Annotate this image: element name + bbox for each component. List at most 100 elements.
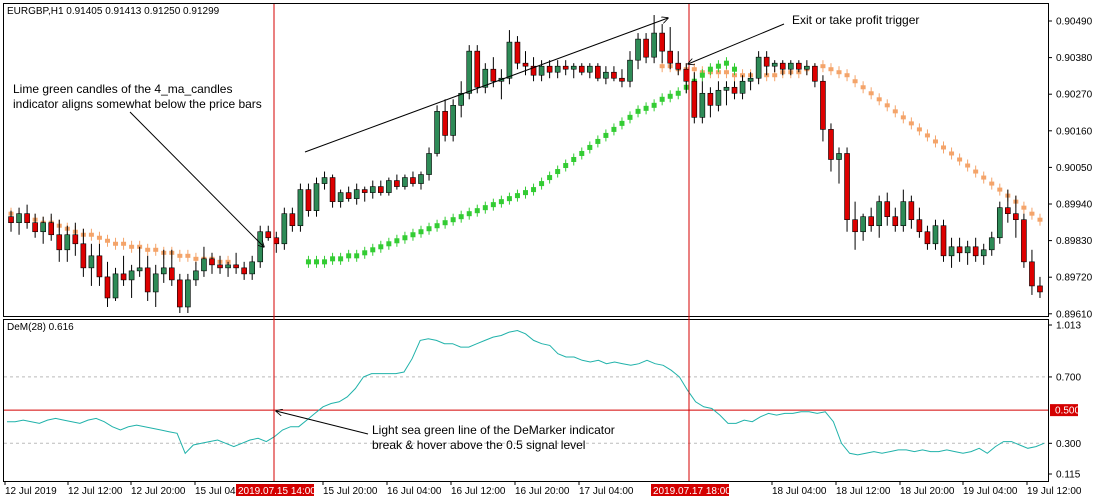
- price-panel[interactable]: [3, 3, 1049, 317]
- lime-ma-candle: [402, 235, 408, 241]
- candle-body: [538, 65, 545, 76]
- time-tick-label: 12 Jul 20:00: [131, 486, 186, 497]
- candle-body: [908, 201, 915, 220]
- candle-body: [32, 222, 38, 233]
- candle-body: [241, 267, 247, 275]
- orange-ma-candle: [900, 115, 906, 120]
- orange-ma-candle: [965, 163, 971, 168]
- candle-body: [587, 65, 593, 73]
- dem-annotation-arrow[interactable]: [276, 411, 369, 435]
- time-tick-label: 18 Jul 20:00: [900, 486, 955, 497]
- candle-body: [193, 270, 199, 281]
- lime-ma-candle: [426, 226, 432, 232]
- lime-ma-candle: [466, 211, 472, 217]
- candle-body: [329, 177, 336, 202]
- candle-body: [410, 177, 416, 184]
- lime-ma-candle: [732, 66, 738, 72]
- price-tick-label: 0.89830: [1056, 236, 1093, 247]
- dem-line: [7, 329, 1045, 456]
- candle-body: [136, 267, 143, 272]
- lime-ma-candle: [442, 220, 448, 226]
- exit-annotation-arrow[interactable]: [688, 23, 785, 64]
- orange-ma-candle: [121, 241, 127, 246]
- candle-body: [394, 180, 400, 187]
- lime-annotation-arrow[interactable]: [129, 111, 264, 247]
- candle-body: [651, 32, 657, 58]
- orange-ma-candle: [844, 73, 850, 78]
- candle-body: [434, 111, 440, 154]
- candle-body: [321, 177, 328, 184]
- lime-ma-candle: [410, 232, 416, 238]
- candle-body: [683, 68, 690, 82]
- lime-ma-candle: [330, 256, 336, 262]
- orange-ma-candle: [153, 247, 159, 252]
- price-tick-label: 0.90160: [1056, 126, 1093, 137]
- candle-body: [996, 207, 1003, 239]
- candle-body: [442, 111, 448, 136]
- lime-ma-candle: [707, 66, 713, 72]
- candle-body: [932, 225, 939, 245]
- candle-body: [820, 80, 826, 130]
- lime-ma-candle: [498, 199, 504, 205]
- candle-body: [8, 216, 14, 224]
- candle-body: [233, 264, 239, 269]
- candle-body: [152, 273, 159, 293]
- price-tick-label: 0.89720: [1056, 273, 1093, 284]
- candle-body: [64, 234, 71, 251]
- lime-ma-candle: [322, 259, 328, 265]
- lime-ma-candle: [603, 132, 609, 138]
- candle-body: [1037, 285, 1043, 293]
- orange-ma-candle: [828, 67, 834, 72]
- candle-body: [474, 50, 481, 88]
- lime-ma-candle: [667, 93, 673, 99]
- orange-ma-candle: [973, 169, 979, 174]
- lime-ma-candle: [611, 126, 617, 132]
- candle-body: [305, 189, 312, 211]
- lime-ma-candle: [659, 96, 665, 102]
- candle-body: [16, 213, 22, 224]
- lime-ma-candle: [587, 144, 593, 150]
- price-tick-label: 0.90050: [1056, 163, 1093, 174]
- time-tick-label: 17 Jul 04:00: [579, 486, 634, 497]
- indicator-panel[interactable]: [3, 319, 1049, 482]
- orange-ma-candle: [908, 121, 914, 126]
- orange-ma-candle: [1021, 205, 1027, 210]
- orange-ma-candle: [868, 91, 874, 96]
- candle-body: [956, 246, 963, 254]
- lime-ma-candle: [362, 250, 368, 256]
- candle-body: [554, 65, 561, 73]
- lime-ma-candle: [555, 169, 561, 175]
- trend-line[interactable]: [304, 18, 668, 153]
- candle-body: [852, 219, 858, 233]
- orange-ma-candle: [104, 238, 110, 243]
- lime-ma-candle: [547, 175, 553, 181]
- candle-body: [739, 80, 746, 94]
- orange-ma-candle: [185, 253, 191, 258]
- price-tick-label: 0.89610: [1056, 309, 1093, 320]
- lime-ma-candle: [715, 63, 721, 69]
- candle-body: [56, 234, 63, 251]
- candle-body: [1005, 207, 1011, 214]
- candle-body: [168, 267, 175, 281]
- orange-ma-candle: [860, 85, 866, 90]
- orange-ma-candle: [916, 127, 922, 132]
- orange-ma-candle: [852, 79, 858, 84]
- candle-body: [892, 216, 899, 227]
- candle-body: [128, 270, 135, 281]
- time-tick-label: 12 Jul 12:00: [68, 486, 123, 497]
- candle-body: [980, 249, 987, 257]
- lime-ma-candle: [378, 244, 384, 250]
- lime-ma-candle: [370, 247, 376, 253]
- candle-body: [353, 189, 360, 199]
- lime-ma-candle: [474, 208, 480, 214]
- price-tick-label: 0.90380: [1056, 53, 1093, 64]
- orange-ma-candle: [892, 109, 898, 114]
- candle-body: [361, 189, 368, 193]
- candle-body: [530, 65, 537, 76]
- orange-ma-candle: [715, 70, 721, 75]
- lime-ma-candle: [523, 190, 528, 196]
- candle-body: [177, 279, 183, 308]
- time-tick-label: 15 Jul 20:00: [323, 486, 378, 497]
- lime-ma-candle: [305, 259, 311, 265]
